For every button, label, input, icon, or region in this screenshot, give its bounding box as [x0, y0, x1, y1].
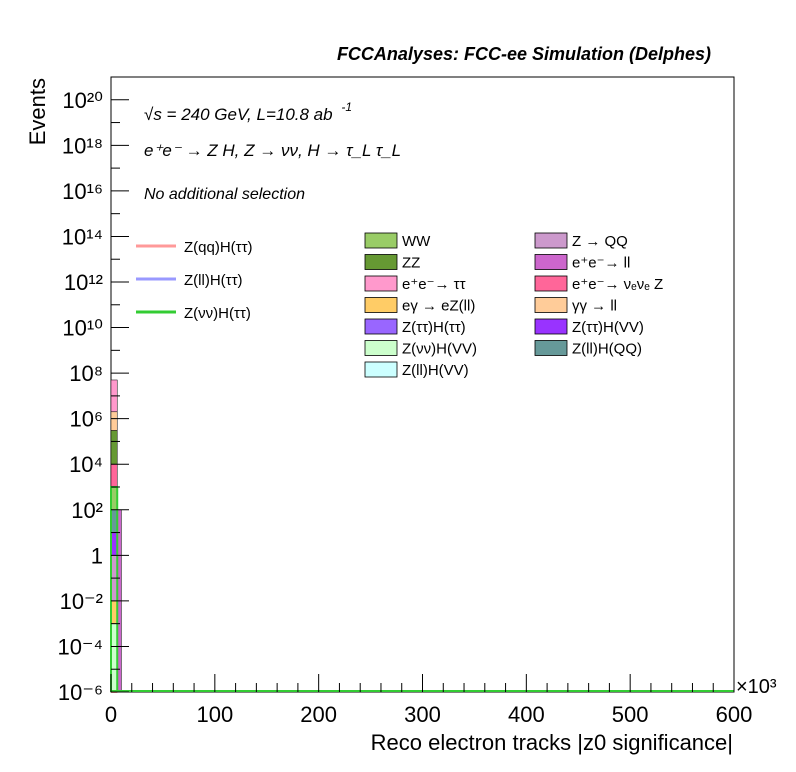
x-tick-label: 500 [612, 702, 649, 727]
stack-bar-segment [110, 463, 118, 488]
legend-background-swatch [534, 254, 568, 270]
x-axis-ticks: 0 100 200 300 400 500 600 [105, 674, 752, 727]
y-tick-label: 10¹⁶ [62, 179, 103, 204]
legend-background-label: WW [402, 233, 431, 250]
energy-annotation: √s = 240 GeV, L=10.8 ab -1 [144, 100, 352, 124]
x-tick-label: 0 [105, 702, 117, 727]
y-tick-label: 10⁻⁶ [58, 680, 103, 705]
y-tick-label: 10¹⁰ [62, 316, 103, 341]
legend-background-label: Z → QQ [572, 233, 628, 250]
legend-backgrounds-col2: Z → QQ e⁺e⁻→ ll e⁺e⁻→ νₑνₑ Z γγ → ll Z(ττ)H(… [534, 232, 663, 358]
plot-frame [110, 76, 735, 693]
y-tick-label: 10¹² [64, 270, 103, 295]
legend-background-swatch [364, 340, 398, 356]
process-annotation: e⁺e⁻ → Z H, Z → νν, H → τ_L τ_L [144, 141, 401, 160]
legend-background-swatch [364, 254, 398, 270]
legend-background-swatch [534, 340, 568, 356]
legend-signal-label: Z(ll)H(ττ) [184, 272, 243, 289]
legend-background-swatch [534, 232, 568, 249]
legend-background-label: e⁺e⁻→ ττ [402, 276, 466, 293]
x-tick-label: 600 [716, 702, 753, 727]
legend-background-label: e⁺e⁻→ νₑνₑ Z [572, 276, 663, 293]
y-tick-label: 10⁶ [69, 407, 103, 432]
stack-bar-segment [110, 430, 118, 465]
x-axis-multiplier: ×10³ [736, 676, 777, 698]
y-tick-label: 10⁴ [69, 452, 103, 477]
y-tick-label: 10¹⁴ [62, 224, 103, 249]
legend-background-label: Z(ll)H(QQ) [572, 341, 642, 358]
legend-background-label: eγ → eZ(ll) [402, 298, 475, 315]
legend-background-label: Z(νν)H(VV) [402, 341, 477, 358]
legend-signal-label: Z(νν)H(ττ) [184, 305, 251, 322]
legend-background-swatch [364, 297, 398, 313]
y-tick-label: 1 [91, 543, 103, 568]
y-tick-label: 10⁸ [69, 361, 103, 386]
y-tick-label: 10² [71, 498, 103, 523]
y-tick-label: 10⁻² [60, 589, 103, 614]
legend-background-swatch [364, 361, 398, 378]
y-tick-label: 10¹⁸ [62, 133, 103, 158]
x-tick-label: 300 [404, 702, 441, 727]
legend-signals: Z(qq)H(ττ) Z(ll)H(ττ) Z(νν)H(ττ) [136, 239, 253, 322]
x-tick-label: 400 [508, 702, 545, 727]
plot-title: FCCAnalyses: FCC-ee Simulation (Delphes) [337, 44, 711, 64]
legend-background-swatch [364, 318, 398, 335]
legend-background-label: e⁺e⁻→ ll [572, 255, 630, 272]
y-tick-label: 10²⁰ [62, 88, 103, 113]
y-axis-ticks: 10⁻⁶ 10⁻⁴ 10⁻² 1 10² 10⁴ 10⁶ 10⁸ 10¹⁰ 10¹² 10¹⁴ 10¹… [57, 76, 129, 705]
y-axis-label: Events [25, 78, 50, 145]
legend-background-swatch [534, 318, 568, 335]
selection-annotation: No additional selection [144, 186, 305, 203]
stack-bar-segment [110, 411, 118, 431]
y-tick-label: 10⁻⁴ [57, 634, 103, 659]
legend-background-label: γγ → ll [572, 298, 617, 315]
legend-background-label: Z(ττ)H(VV) [572, 319, 644, 336]
legend-background-label: Z(ll)H(VV) [402, 362, 469, 379]
legend-signal-label: Z(qq)H(ττ) [184, 239, 253, 256]
legend-background-label: ZZ [402, 255, 420, 272]
legend-background-swatch [364, 275, 398, 292]
x-tick-label: 200 [300, 702, 337, 727]
legend-background-swatch [364, 232, 398, 249]
legend-backgrounds-col1: WW ZZ e⁺e⁻→ ττ eγ → eZ(ll) Z(ττ)H(ττ) Z(νν)H(… [364, 232, 477, 379]
x-axis-label: Reco electron tracks |z0 significance| [371, 730, 733, 755]
histogram-stack [110, 379, 122, 693]
legend-background-swatch [534, 297, 568, 313]
legend-background-swatch [534, 275, 568, 292]
legend-background-label: Z(ττ)H(ττ) [402, 319, 466, 336]
x-tick-label: 100 [196, 702, 233, 727]
